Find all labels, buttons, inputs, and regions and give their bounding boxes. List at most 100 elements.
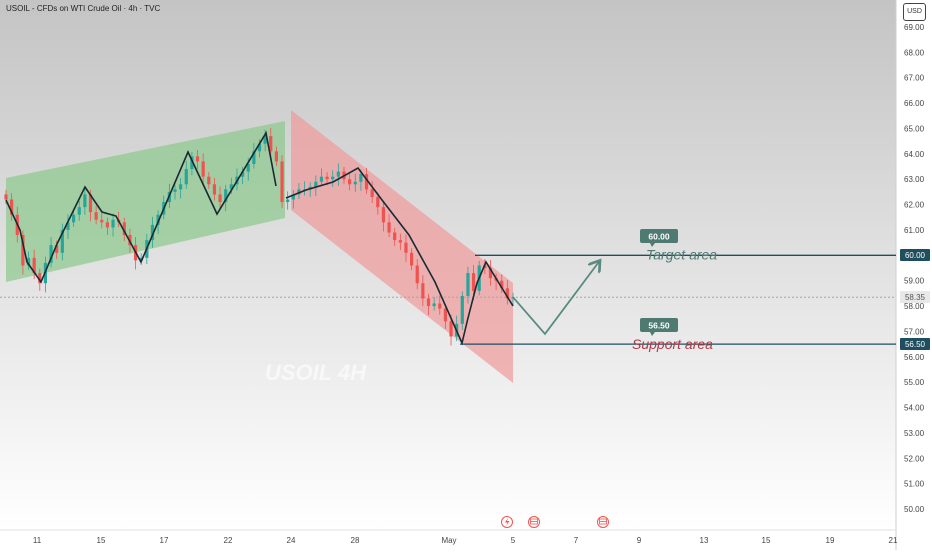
zigzag-pattern-down: [285, 166, 514, 346]
time-tick-label: 15: [97, 536, 106, 545]
price-axis-labels: 69.00 68.00 67.00 66.00 65.00 64.00 63.00 62.00…: [904, 23, 925, 514]
price-tick-label: 50.00: [904, 505, 925, 514]
candle: [460, 291, 464, 330]
candle: [105, 217, 109, 236]
price-tick-label: 53.00: [904, 429, 925, 438]
candle: [421, 275, 425, 307]
candle: [438, 295, 442, 315]
candle: [376, 192, 380, 215]
candle: [10, 193, 14, 221]
zigzag-pattern-up: [5, 130, 277, 284]
support-area-label: Support area: [632, 336, 713, 352]
candle: [184, 160, 188, 189]
event-flag-icon[interactable]: [528, 516, 540, 528]
price-tick-label: 68.00: [904, 48, 925, 57]
candle: [60, 223, 64, 261]
time-tick-label: 13: [700, 536, 709, 545]
price-tick-label: 69.00: [904, 23, 925, 32]
svg-text:58.35: 58.35: [905, 293, 926, 302]
currency-button[interactable]: USD: [903, 3, 926, 21]
time-tick-label: May: [441, 536, 456, 545]
candle: [466, 266, 470, 304]
candle: [32, 249, 36, 280]
time-tick-label: 17: [160, 536, 169, 545]
ascending-channel: [6, 121, 285, 282]
price-tick-label: 54.00: [904, 404, 925, 413]
candle: [179, 177, 183, 199]
price-tick-label: 62.00: [904, 201, 925, 210]
candle: [500, 274, 504, 293]
time-tick-label: 7: [574, 536, 579, 545]
descending-channel: [291, 110, 513, 383]
price-tick-label: 65.00: [904, 124, 925, 133]
price-tick-label: 55.00: [904, 378, 925, 387]
candle: [415, 259, 419, 290]
candle: [381, 200, 386, 232]
candle: [241, 167, 245, 185]
time-tick-label: 11: [33, 536, 42, 545]
event-lightning-icon[interactable]: [501, 516, 513, 528]
price-tick-label: 58.00: [904, 302, 925, 311]
support-price-tag[interactable]: 56.50: [640, 318, 678, 336]
candle: [66, 214, 70, 240]
time-axis-labels: 11 15 17 22 24 28 May 5 7 9 13 15 19 21: [33, 536, 898, 545]
candle: [252, 143, 256, 169]
time-tick-label: 21: [889, 536, 898, 545]
candle: [224, 184, 228, 212]
event-flag-icon[interactable]: [597, 516, 609, 528]
time-tick-label: 19: [826, 536, 835, 545]
candle: [274, 146, 278, 167]
price-tick-label: 63.00: [904, 175, 925, 184]
candle: [297, 183, 301, 199]
candle: [364, 167, 369, 194]
axis-target-tag: 60.00: [900, 249, 930, 261]
candle: [291, 189, 295, 209]
candle: [26, 251, 31, 271]
time-tick-label: 9: [637, 536, 642, 545]
candle: [280, 155, 284, 209]
time-tick-label: 15: [762, 536, 771, 545]
target-price-tag[interactable]: 60.00: [640, 229, 678, 247]
candle: [100, 211, 104, 229]
candle: [387, 214, 391, 238]
candle: [314, 175, 318, 196]
svg-text:60.00: 60.00: [648, 232, 670, 242]
candle: [331, 170, 335, 187]
candle: [190, 151, 194, 176]
candle: [218, 186, 222, 210]
candle: [150, 216, 155, 248]
candle: [336, 163, 340, 186]
target-area-label: Target area: [646, 247, 717, 263]
candle: [72, 210, 76, 227]
svg-text:60.00: 60.00: [905, 251, 926, 260]
candle: [173, 184, 177, 200]
candle: [443, 304, 447, 329]
price-tick-label: 51.00: [904, 480, 925, 489]
svg-text:56.50: 56.50: [905, 340, 926, 349]
time-tick-label: 24: [287, 536, 296, 545]
time-tick-label: 5: [511, 536, 516, 545]
watermark: USOIL 4H: [265, 360, 367, 385]
candle: [201, 153, 205, 186]
projection-arrow: [512, 260, 600, 336]
price-tick-label: 52.00: [904, 454, 925, 463]
candle: [21, 230, 25, 275]
candle: [404, 234, 408, 262]
axis-last-tag: 58.35: [900, 291, 930, 303]
svg-text:56.50: 56.50: [648, 321, 670, 331]
candle: [410, 248, 414, 271]
candle: [212, 177, 217, 201]
price-tick-label: 56.00: [904, 353, 925, 362]
candle: [426, 293, 431, 316]
candle: [286, 191, 290, 210]
candle: [353, 173, 357, 192]
candle: [505, 280, 509, 305]
price-tick-label: 57.00: [904, 327, 925, 336]
candle: [370, 181, 374, 204]
price-tick-label: 61.00: [904, 226, 925, 235]
candle: [432, 297, 436, 311]
candle: [77, 200, 81, 221]
price-tick-label: 67.00: [904, 74, 925, 83]
